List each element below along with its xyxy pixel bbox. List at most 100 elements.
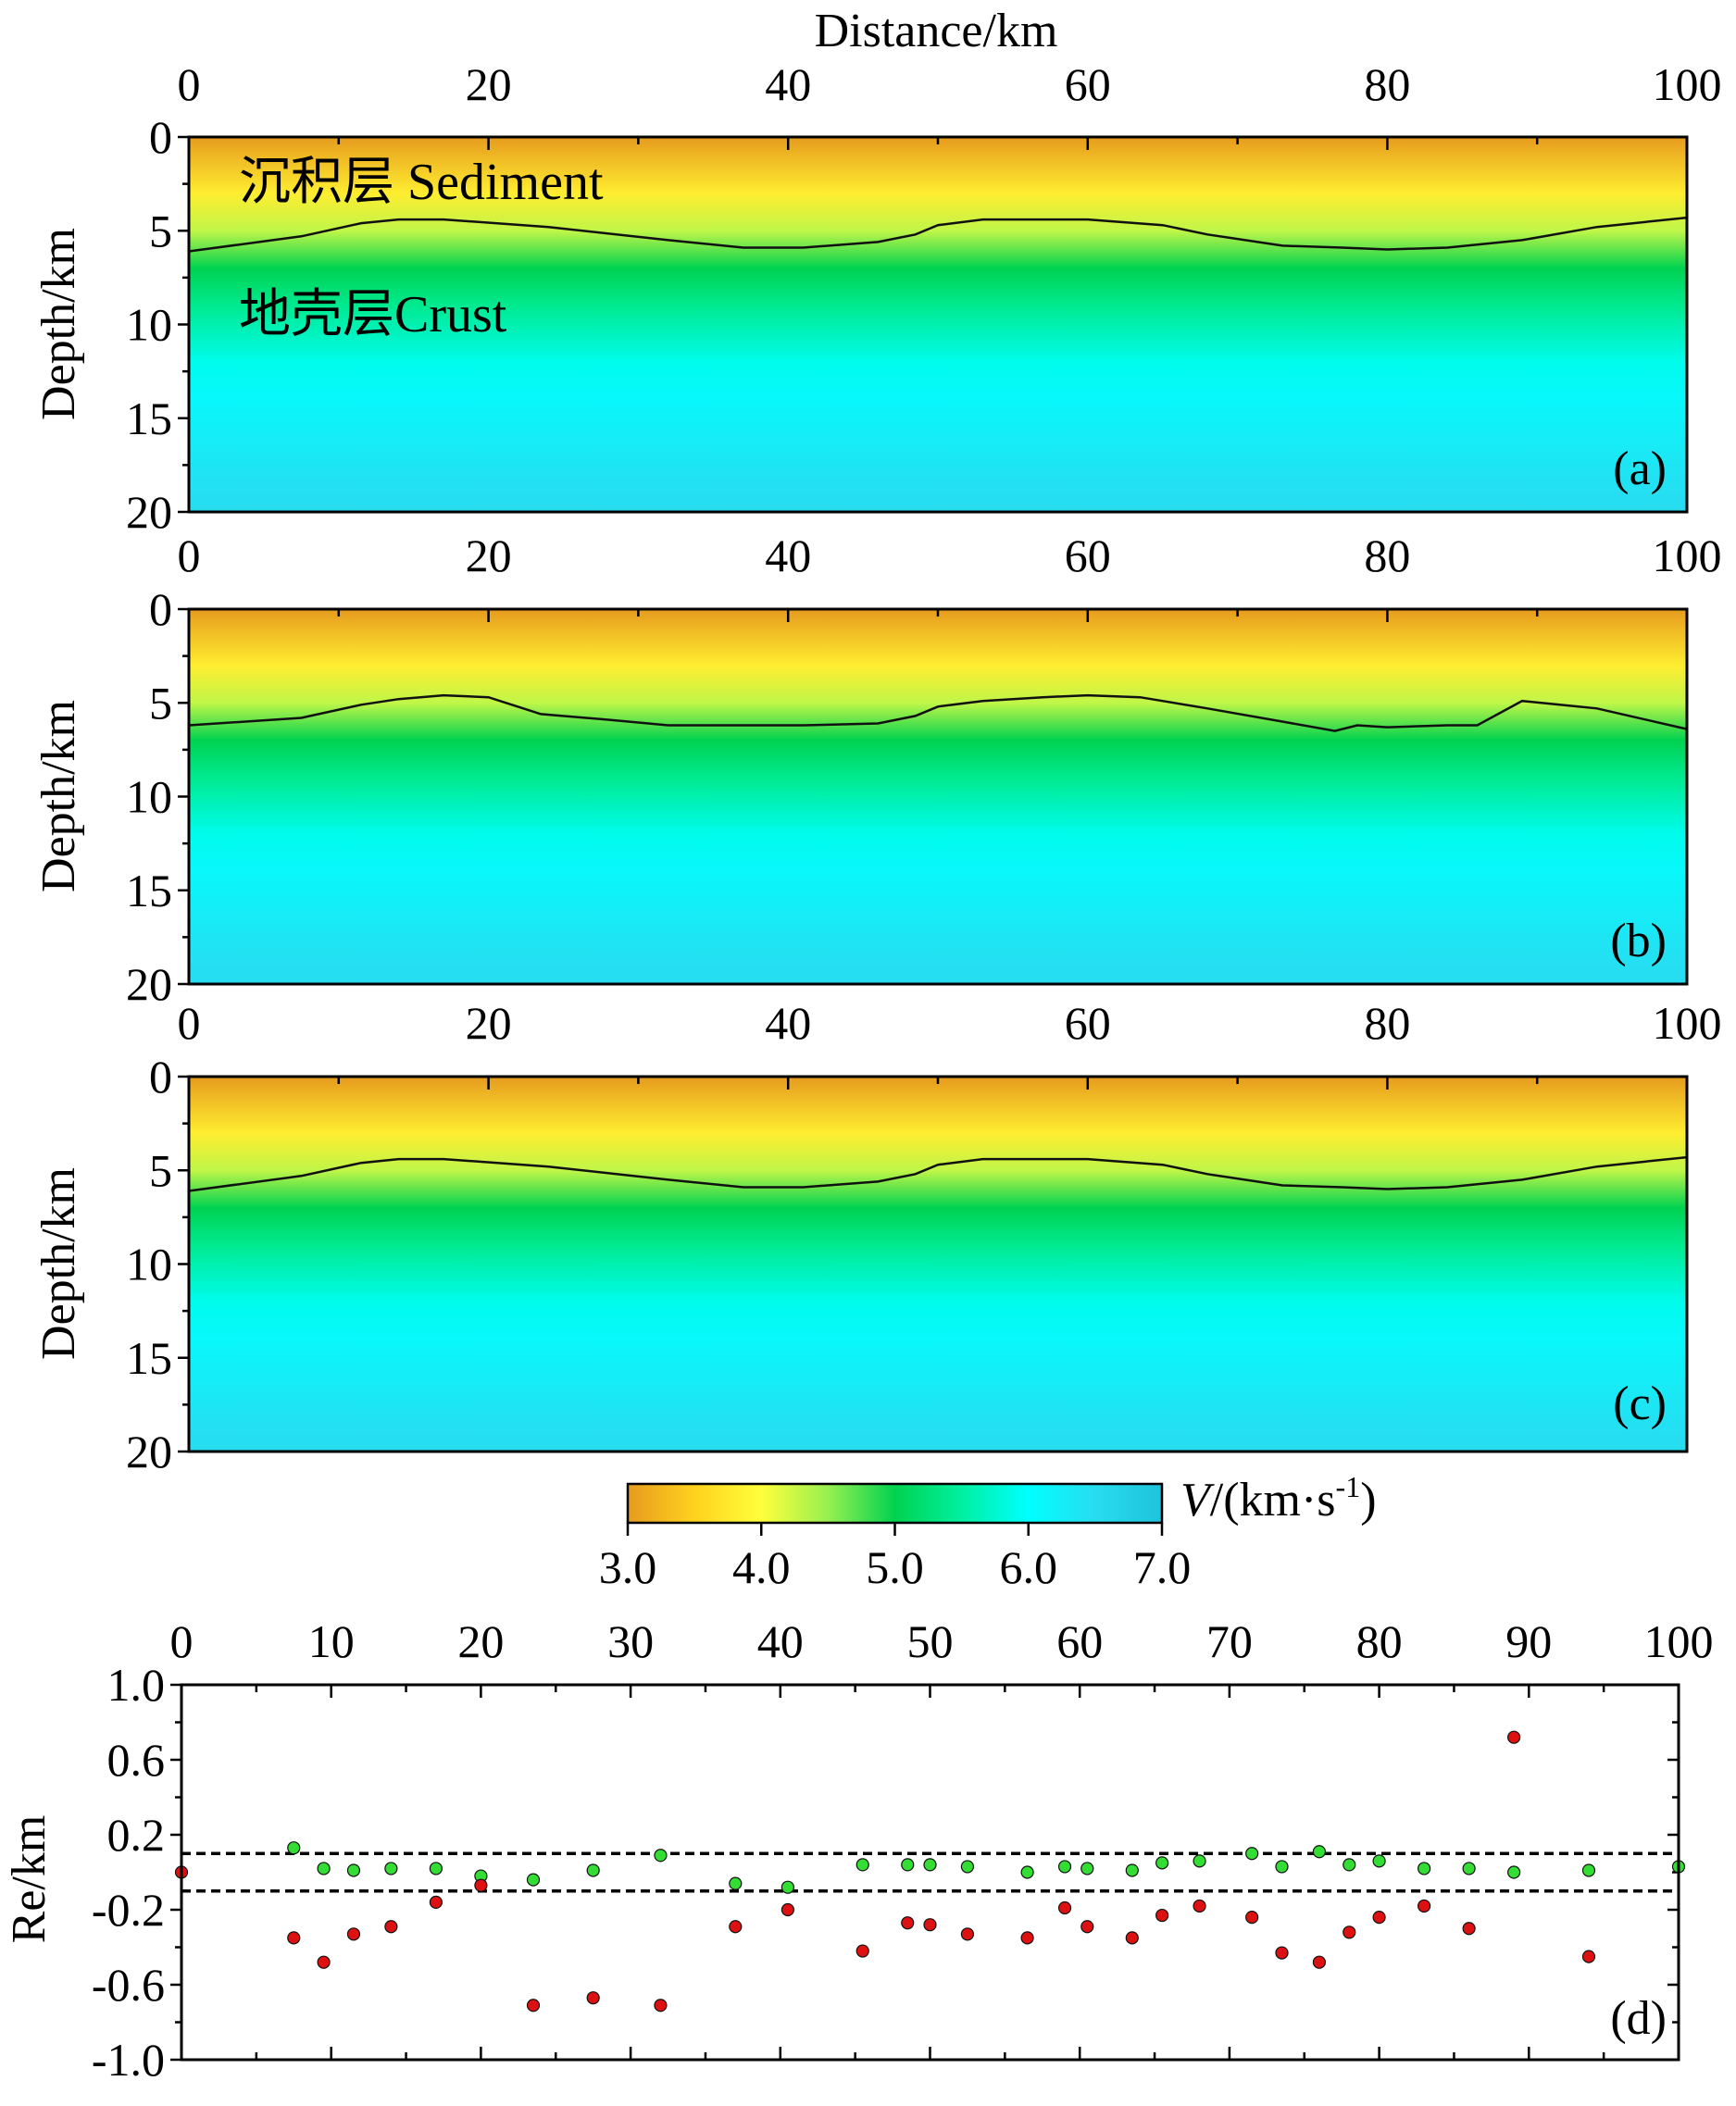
panel-b-y-tick-label: 20: [126, 958, 172, 1010]
colorbar-tick-label: 4.0: [732, 1541, 791, 1593]
panel-d-x-tick-label: 10: [308, 1615, 355, 1667]
panel-b-x-tick-label: 40: [765, 530, 811, 581]
red-residual-point: [384, 1920, 398, 1934]
panel-d-residuals: 0 10 20 30 40 50 60 70 80 90 100 1.0 0.6 0.2 -0.2 -0.6 -…: [3, 1615, 1714, 2086]
red-residual-point: [901, 1916, 915, 1930]
panel-d-x-tick-label: 20: [457, 1615, 504, 1667]
panel-c-x-tick-label: 0: [178, 997, 201, 1049]
red-residual-point: [474, 1878, 488, 1892]
panel-d-y-tick-label: -1.0: [92, 2034, 165, 2086]
red-residual-point: [1020, 1931, 1034, 1945]
red-residual-point: [1581, 1950, 1596, 1963]
red-residual-point: [923, 1918, 937, 1932]
panel-d-y-tick-label: 0.2: [107, 1809, 166, 1861]
panel-c-interface-line: [188, 1155, 1688, 1192]
red-residual-point: [1125, 1931, 1139, 1945]
green-residual-point: [1343, 1858, 1356, 1872]
red-residual-point: [287, 1931, 301, 1945]
red-residual-point: [429, 1895, 443, 1909]
panel-a-x-tick-label: 60: [1065, 58, 1111, 110]
panel-c-y-title: Depth/km: [32, 1167, 85, 1360]
panel-b-y-tick-label: 5: [149, 677, 172, 729]
green-residual-point: [1312, 1845, 1327, 1859]
green-residual-point: [1581, 1863, 1596, 1877]
panel-c-y-tick-label: 10: [126, 1239, 172, 1290]
green-residual-point: [287, 1841, 301, 1855]
panel-d-x-tick-label: 80: [1356, 1615, 1403, 1667]
panel-a-heatmap: [189, 137, 1687, 512]
panel-a-y-tick-label: 20: [126, 486, 172, 538]
panel-d-x-tick-label: 60: [1056, 1615, 1103, 1667]
panel-d-background: [181, 1685, 1679, 2060]
panel-b-x-tick-label: 80: [1364, 530, 1410, 581]
red-residual-point: [1507, 1730, 1521, 1744]
red-residual-point: [1275, 1946, 1289, 1960]
panel-c-label: (c): [1613, 1377, 1667, 1430]
panel-b-axes: 0 20 40 60 80 100 0 5 10 15 20: [126, 530, 1722, 1010]
panel-c-x-tick-label: 20: [466, 997, 512, 1049]
panel-b-x-tick-label: 60: [1065, 530, 1111, 581]
green-residual-point: [1080, 1862, 1094, 1875]
red-residual-point: [1080, 1920, 1094, 1934]
green-residual-point: [654, 1849, 668, 1863]
green-residual-point: [1275, 1860, 1289, 1874]
x-axis-title: Distance/km: [815, 5, 1058, 57]
panel-a-x-tick-label: 100: [1653, 58, 1722, 110]
panel-a-y-tick-label: 5: [149, 205, 172, 256]
red-residual-point: [1155, 1908, 1169, 1923]
red-residual-point: [1312, 1955, 1327, 1969]
red-residual-point: [729, 1920, 743, 1934]
green-residual-point: [384, 1862, 398, 1875]
panel-d-x-tick-label: 90: [1505, 1615, 1552, 1667]
green-residual-point: [1020, 1865, 1034, 1879]
colorbar-tick-label: 7.0: [1133, 1541, 1192, 1593]
red-residual-point: [1343, 1925, 1356, 1939]
panel-b-x-tick-label: 20: [466, 530, 512, 581]
red-residual-point: [586, 1991, 600, 2005]
panel-d-frame: [180, 1683, 1680, 2062]
green-residual-point: [1372, 1854, 1386, 1868]
panel-d-y-tick-label: 1.0: [107, 1659, 166, 1711]
green-residual-point: [960, 1860, 975, 1874]
panel-c-x-tick-label: 40: [765, 997, 811, 1049]
panel-b-x-tick-label: 100: [1653, 530, 1722, 581]
panel-c-x-tick-label: 60: [1065, 997, 1111, 1049]
panel-a-y-tick-label: 0: [149, 111, 172, 163]
green-residual-point: [1462, 1862, 1476, 1875]
colorbar-tick-label: 6.0: [1000, 1541, 1058, 1593]
panel-b-heatmap: [189, 609, 1687, 984]
panel-b-velocity-model: 0 20 40 60 80 100 0 5 10 15 20 (b) Depth/km: [32, 530, 1722, 1010]
panel-a-x-tick-label: 20: [466, 58, 512, 110]
panel-c-x-tick-label: 80: [1364, 997, 1410, 1049]
colorbar-label-exponent: -1: [1336, 1470, 1361, 1503]
red-residual-point: [1245, 1911, 1259, 1925]
panel-b-y-tick-label: 0: [149, 583, 172, 635]
panel-a-y-title: Depth/km: [32, 228, 85, 420]
red-residual-point: [1462, 1922, 1476, 1936]
panel-d-y-title: Re/km: [3, 1815, 56, 1944]
red-residual-point: [1372, 1911, 1386, 1925]
panel-b-y-tick-label: 15: [126, 865, 172, 916]
panel-d-label: (d): [1610, 1992, 1667, 2045]
green-residual-point: [901, 1858, 915, 1872]
colorbar-tick-label: 3.0: [599, 1541, 657, 1593]
red-residual-point: [346, 1927, 361, 1941]
panel-c-y-tick-label: 20: [126, 1426, 172, 1477]
panel-c-y-tick-label: 15: [126, 1332, 172, 1384]
red-residual-point: [1418, 1899, 1431, 1913]
panel-d-x-tick-label: 30: [607, 1615, 654, 1667]
green-residual-point: [923, 1858, 937, 1872]
panel-d-y-tick-label: 0.6: [107, 1734, 166, 1786]
colorbar-ticks: 3.0 4.0 5.0 6.0 7.0: [599, 1523, 1192, 1593]
panel-b-y-title: Depth/km: [32, 700, 85, 892]
green-residual-point: [1245, 1847, 1259, 1861]
panel-b-x-tick-label: 0: [178, 530, 201, 581]
red-residual-point: [654, 1999, 668, 2013]
panel-c-heatmap: [189, 1077, 1687, 1452]
colorbar-tick-label: 5.0: [866, 1541, 924, 1593]
panel-d-x-tick-label: 50: [907, 1615, 954, 1667]
red-residual-point: [781, 1902, 794, 1917]
panel-d-y-tick-label: -0.2: [92, 1884, 165, 1936]
green-residual-point: [317, 1862, 331, 1875]
